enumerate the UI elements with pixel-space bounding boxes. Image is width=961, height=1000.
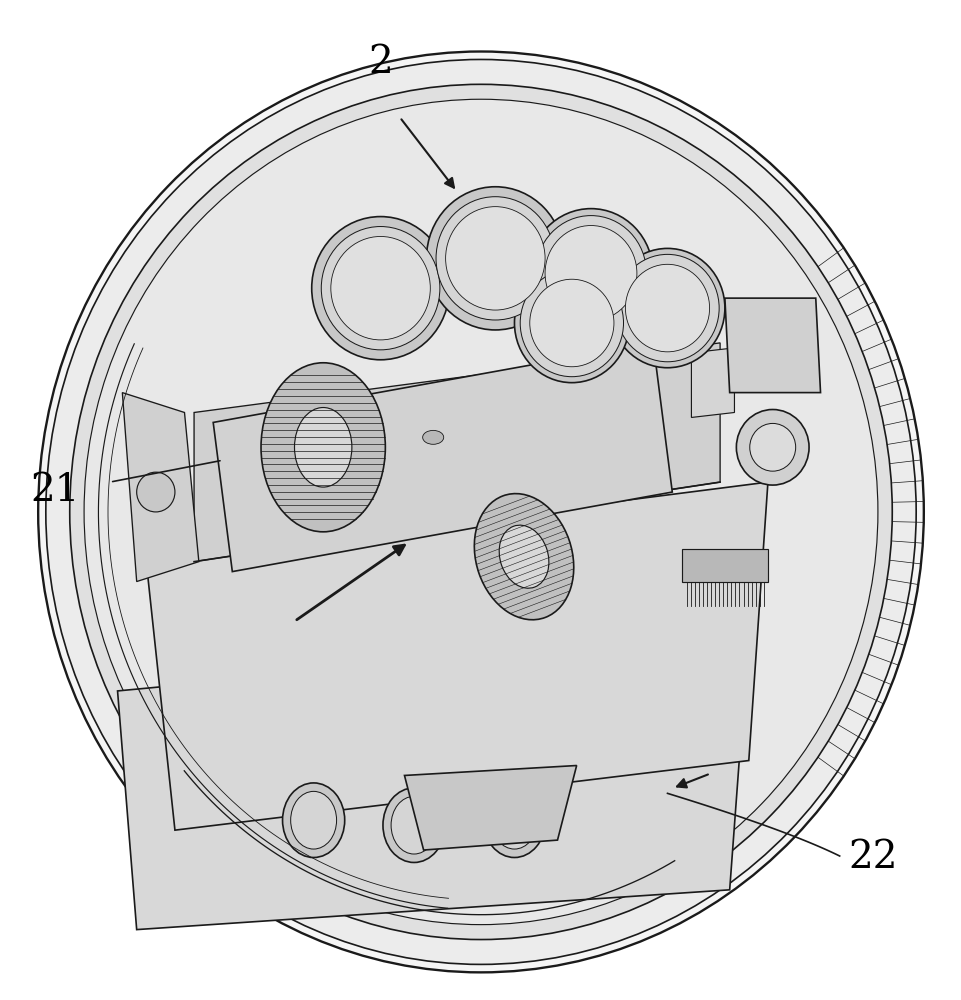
Ellipse shape: [391, 796, 436, 854]
Ellipse shape: [482, 783, 545, 858]
Circle shape: [311, 217, 449, 360]
Ellipse shape: [290, 791, 336, 849]
Circle shape: [609, 248, 725, 368]
Polygon shape: [681, 549, 767, 582]
Polygon shape: [117, 631, 748, 930]
Circle shape: [321, 227, 439, 350]
Ellipse shape: [474, 494, 573, 620]
Circle shape: [46, 59, 915, 964]
Circle shape: [520, 269, 623, 377]
Ellipse shape: [294, 408, 352, 487]
Ellipse shape: [382, 788, 445, 862]
Ellipse shape: [491, 791, 537, 849]
Circle shape: [545, 226, 636, 321]
Circle shape: [435, 197, 554, 320]
Circle shape: [426, 187, 563, 330]
Ellipse shape: [260, 363, 385, 532]
Ellipse shape: [422, 430, 443, 444]
Text: 22: 22: [848, 839, 897, 876]
Circle shape: [331, 236, 430, 340]
Polygon shape: [404, 766, 576, 850]
Circle shape: [530, 279, 613, 367]
Polygon shape: [213, 343, 672, 572]
Polygon shape: [691, 348, 733, 417]
Text: 2: 2: [368, 44, 392, 81]
Circle shape: [69, 84, 892, 940]
Circle shape: [625, 264, 709, 352]
Polygon shape: [725, 298, 820, 393]
Polygon shape: [146, 482, 767, 830]
Text: 21: 21: [31, 472, 80, 509]
Ellipse shape: [499, 525, 549, 588]
Circle shape: [615, 254, 719, 362]
Circle shape: [445, 207, 545, 310]
Circle shape: [84, 99, 877, 925]
Circle shape: [529, 209, 653, 338]
Circle shape: [136, 472, 175, 512]
Circle shape: [38, 52, 923, 972]
Polygon shape: [122, 393, 199, 582]
Ellipse shape: [283, 783, 344, 858]
Circle shape: [735, 410, 808, 485]
Circle shape: [749, 423, 795, 471]
Circle shape: [535, 216, 646, 331]
Polygon shape: [194, 343, 720, 562]
Circle shape: [514, 263, 628, 383]
